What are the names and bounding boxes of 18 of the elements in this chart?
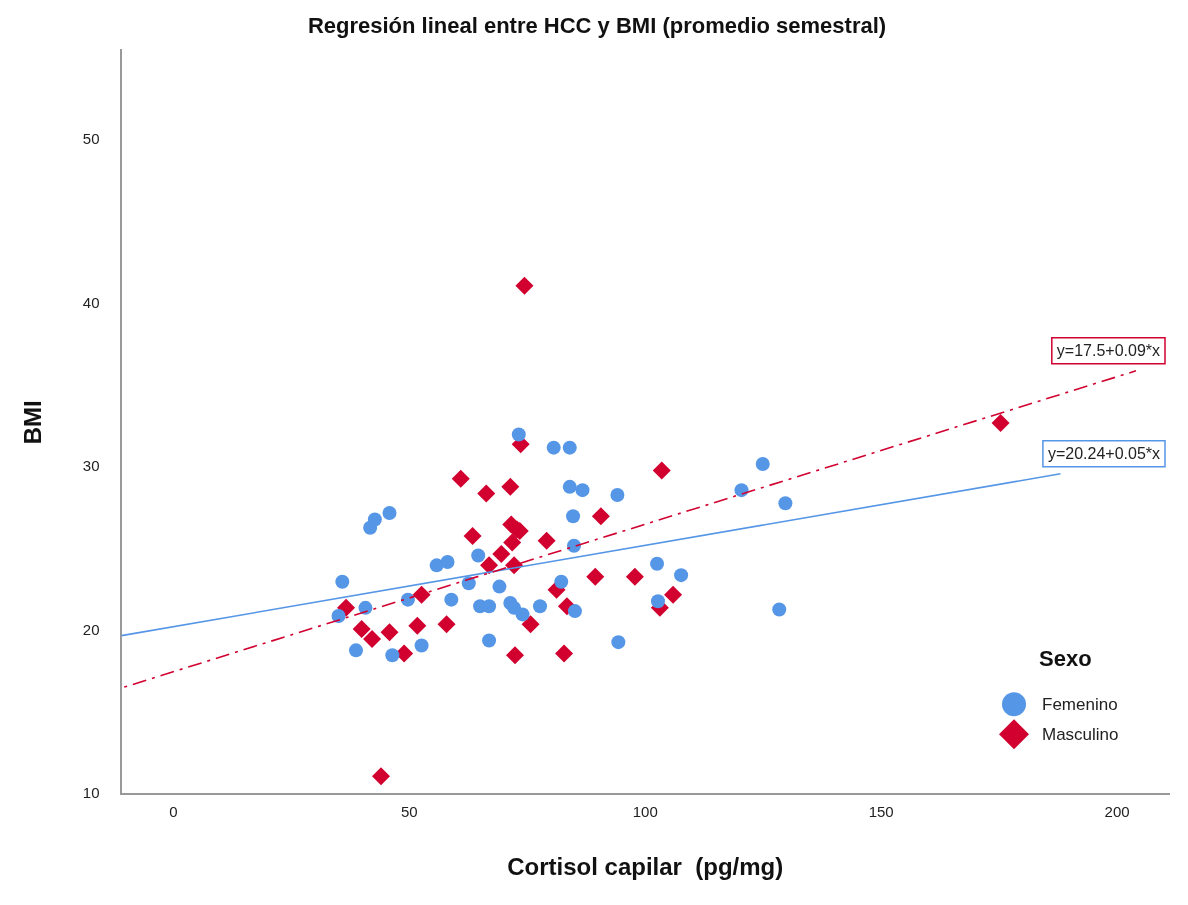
annotation: y=17.5+0.09*x [1056,342,1160,360]
x-tick-label: 50 [400,803,418,821]
chart-title: Regresión lineal entre HCC y BMI (promedio semestral) [307,13,887,39]
x-tick-label: 150 [868,803,894,821]
y-tick-label: 40 [82,293,100,311]
y-tick-label: 50 [82,130,100,148]
legend-title: Sexo [1039,646,1092,672]
x-tick-label: 200 [1104,803,1130,821]
y-tick-label: 30 [82,457,100,475]
annotation: y=20.24+0.05*x [1047,445,1160,463]
legend-label: Femenino [1042,694,1118,714]
y-tick-label: 20 [82,620,100,638]
y-axis-title: BMI [19,400,47,445]
x-axis-title: Cortisol capilar (pg/mg) [507,853,784,881]
x-tick-label: 100 [632,803,658,821]
legend-label: Masculino [1042,724,1119,744]
y-tick-label: 10 [82,784,100,802]
x-tick-label: 0 [169,803,178,821]
